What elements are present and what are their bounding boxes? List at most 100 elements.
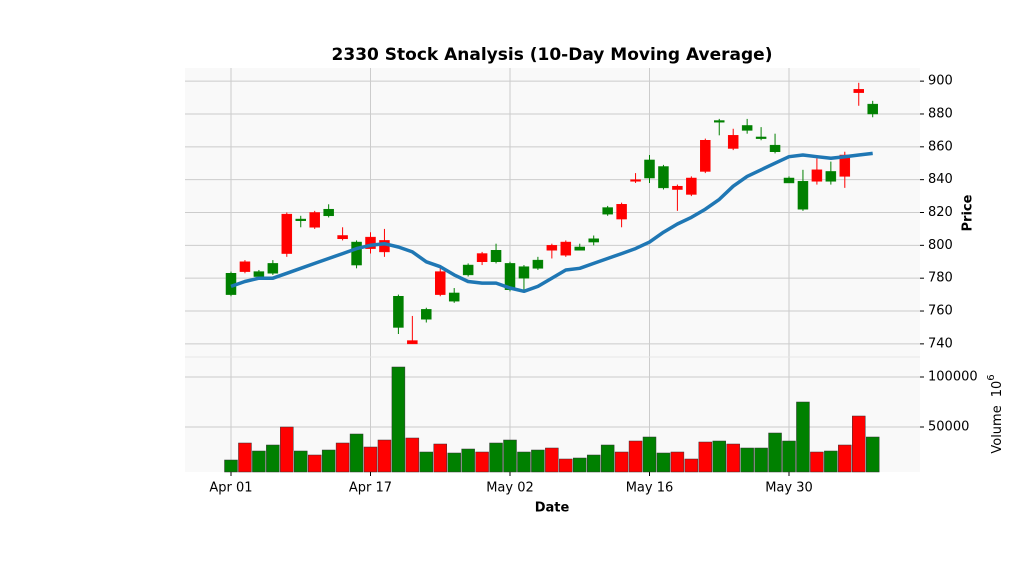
volume-tick-label: 100000 bbox=[928, 370, 978, 385]
volume-bar bbox=[628, 440, 643, 473]
candle-body bbox=[462, 264, 474, 276]
volume-bar bbox=[475, 451, 489, 473]
candle-body bbox=[407, 340, 418, 345]
candle-body bbox=[686, 177, 697, 195]
candle-body bbox=[323, 208, 334, 217]
volume-bar bbox=[838, 444, 852, 473]
chart-title: 2330 Stock Analysis (10-Day Moving Avera… bbox=[332, 45, 773, 65]
volume-bar bbox=[782, 440, 796, 473]
volume-bar bbox=[447, 452, 461, 473]
volume-bar bbox=[266, 444, 280, 473]
candle-body bbox=[658, 166, 669, 189]
y-axis-label: Price bbox=[961, 194, 976, 231]
volume-bar bbox=[768, 432, 782, 473]
volume-offset-exponent: 6 bbox=[986, 374, 997, 380]
y-tick-label: 900 bbox=[928, 74, 953, 89]
volume-bar bbox=[852, 415, 866, 473]
volume-bar bbox=[810, 451, 824, 473]
volume-bar bbox=[433, 443, 447, 473]
volume-bar bbox=[252, 450, 266, 473]
volume-bar bbox=[405, 437, 420, 473]
volume-bar bbox=[712, 440, 726, 473]
volume-bar bbox=[461, 448, 475, 473]
y-tick-label: 780 bbox=[928, 271, 953, 286]
candle-body bbox=[769, 144, 781, 152]
volume-label: Volume bbox=[990, 405, 1005, 453]
candle-body bbox=[309, 212, 320, 228]
moving-average bbox=[230, 151, 873, 294]
volume-bar bbox=[726, 443, 740, 473]
candle-body bbox=[337, 235, 348, 240]
candle-body bbox=[825, 171, 837, 182]
candle-body bbox=[867, 103, 878, 115]
candle-body bbox=[393, 295, 404, 328]
candle-body bbox=[797, 181, 809, 210]
candle-body bbox=[700, 140, 711, 172]
x-tick-label: May 16 bbox=[626, 481, 674, 496]
candle-body bbox=[644, 159, 655, 179]
candle-body bbox=[448, 292, 460, 302]
candle-body bbox=[546, 245, 558, 251]
volume-axis-label: Volume 106 bbox=[986, 374, 1005, 453]
candle-body bbox=[490, 250, 502, 263]
volume-bar bbox=[642, 436, 657, 473]
candle-body bbox=[783, 177, 795, 184]
volume-bar bbox=[754, 447, 768, 473]
volume-tick-label: 50000 bbox=[928, 420, 969, 435]
candle-body bbox=[281, 213, 293, 254]
y-tick-label: 800 bbox=[928, 238, 953, 253]
candle-body bbox=[435, 271, 446, 295]
candle-body bbox=[755, 136, 767, 139]
y-tick-label: 840 bbox=[928, 172, 953, 187]
volume-bar bbox=[586, 454, 601, 473]
y-tick-label: 740 bbox=[928, 336, 953, 351]
y-tick-label: 760 bbox=[928, 304, 953, 319]
candle-body bbox=[239, 261, 251, 272]
volume-bar bbox=[349, 433, 364, 473]
volume-bar bbox=[391, 366, 406, 473]
x-axis-label: Date bbox=[535, 501, 570, 516]
candle-body bbox=[714, 120, 725, 123]
volume-bar bbox=[698, 441, 713, 473]
volume-bar bbox=[294, 450, 308, 473]
volume-bar bbox=[335, 442, 350, 473]
volume-bar bbox=[531, 449, 545, 473]
volume-bar bbox=[684, 458, 699, 473]
candle-body bbox=[727, 135, 739, 149]
volume-bar bbox=[865, 436, 880, 473]
candle-body bbox=[476, 253, 488, 263]
x-tick-label: Apr 17 bbox=[349, 481, 392, 496]
volume-bar bbox=[614, 451, 629, 473]
candle-body bbox=[853, 89, 864, 93]
candle-body bbox=[574, 246, 585, 251]
x-tick-label: Apr 01 bbox=[209, 481, 252, 496]
volume-bar bbox=[419, 451, 434, 473]
volume-bar bbox=[377, 439, 392, 473]
volume-bar bbox=[321, 449, 336, 473]
volume-bar bbox=[517, 451, 531, 473]
candle-body bbox=[602, 207, 613, 215]
candle-body bbox=[351, 241, 362, 266]
volume-bar bbox=[670, 451, 685, 473]
x-tick-label: May 02 bbox=[486, 481, 534, 496]
candle-body bbox=[741, 125, 753, 131]
candle-body bbox=[267, 263, 279, 274]
volume-bar bbox=[489, 442, 503, 473]
candle-body bbox=[518, 266, 530, 279]
candle-body bbox=[295, 218, 306, 221]
volume-bar bbox=[656, 452, 671, 473]
candle-body bbox=[421, 309, 432, 320]
volume-bar bbox=[824, 450, 838, 473]
volume-bar bbox=[307, 454, 322, 473]
candle-body bbox=[365, 236, 376, 249]
volume-bar bbox=[796, 401, 810, 473]
volume-bar bbox=[503, 439, 517, 473]
y-tick-label: 860 bbox=[928, 139, 953, 154]
candle-body bbox=[616, 204, 627, 220]
volume-offset-base: 10 bbox=[990, 381, 1005, 398]
x-tick-label: May 30 bbox=[765, 481, 813, 496]
volume-bar bbox=[238, 442, 252, 473]
volume-bar bbox=[280, 426, 294, 473]
volume-bar bbox=[600, 444, 615, 473]
